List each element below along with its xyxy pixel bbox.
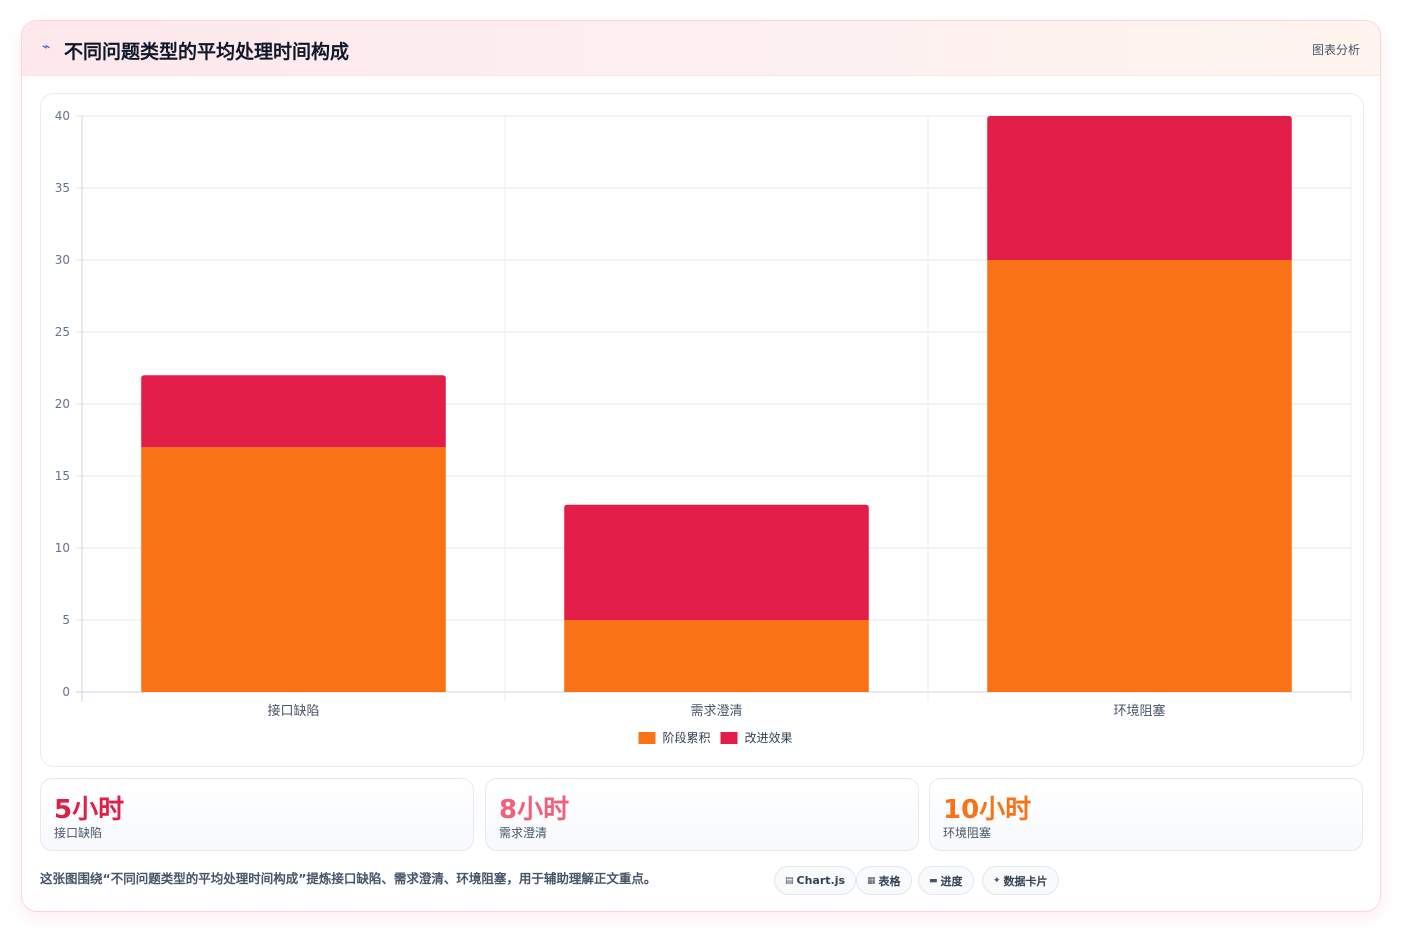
x-category-label: 需求澄清 — [690, 704, 742, 719]
stat-card-interface-defect: 5小时 接口缺陷 — [40, 778, 474, 851]
lightning-icon: ⌁ — [42, 39, 51, 55]
stat-value: 8小时 — [499, 795, 570, 825]
x-category-label: 接口缺陷 — [267, 703, 319, 719]
legend-swatch — [720, 732, 738, 744]
legend-label: 改进效果 — [745, 730, 793, 745]
y-tick-label: 30 — [55, 253, 70, 267]
y-tick-label: 20 — [55, 397, 70, 411]
chip-label: Chart.js — [796, 874, 846, 887]
bar-segment — [987, 116, 1292, 260]
y-tick-label: 35 — [55, 181, 70, 195]
bar-segment — [564, 504, 869, 620]
chip-label: 数据卡片 — [1003, 874, 1048, 888]
bar-segment — [141, 375, 446, 448]
chart-icon: ▤ — [785, 875, 794, 886]
stat-label: 需求澄清 — [499, 826, 548, 840]
bar-segment — [141, 447, 446, 692]
chart-container: 0 5 10 15 20 25 30 35 40 接口缺陷 需求澄清 环境阻塞阶段累积 改进效果 — [40, 93, 1364, 767]
chart-card: ⌁ 不同问题类型的平均处理时间构成 图表分析 0 5 10 15 20 25 30 35 40 接… — [21, 20, 1381, 912]
y-tick-label: 25 — [55, 325, 70, 339]
card-header: ⌁ 不同问题类型的平均处理时间构成 图表分析 — [22, 21, 1380, 76]
y-tick-label: 0 — [62, 685, 70, 699]
table-icon: ▦ — [867, 875, 876, 886]
stat-card-requirement-clarification: 8小时 需求澄清 — [485, 778, 919, 851]
chip-label: 表格 — [878, 874, 901, 888]
x-category-label: 环境阻塞 — [1113, 703, 1165, 719]
bar-segment — [987, 260, 1292, 692]
bar-segment — [564, 620, 869, 692]
y-tick-label: 15 — [55, 469, 70, 483]
y-tick-label: 10 — [55, 541, 70, 555]
progress-icon: ▬ — [929, 875, 938, 886]
legend-label: 阶段累积 — [663, 730, 711, 745]
card-title: 不同问题类型的平均处理时间构成 — [64, 41, 350, 63]
stat-label: 接口缺陷 — [54, 826, 103, 840]
stat-value: 5小时 — [54, 795, 125, 825]
sparkle-icon: ✦ — [993, 875, 1001, 886]
stat-card-environment-block: 10小时 环境阻塞 — [929, 778, 1363, 851]
chart-analysis-tag: 图表分析 — [1311, 43, 1360, 57]
y-tick-label: 40 — [55, 109, 70, 123]
chart-summary: 这张图围绕“不同问题类型的平均处理时间构成”提炼接口缺陷、需求澄清、环境阻塞，用… — [40, 871, 657, 886]
y-tick-label: 5 — [62, 613, 70, 627]
stat-label: 环境阻塞 — [943, 826, 992, 840]
stat-value: 10小时 — [943, 795, 1032, 825]
chip-table[interactable]: ▦ 表格 — [856, 866, 912, 895]
chip-label: 进度 — [940, 874, 963, 888]
chip-data-card[interactable]: ✦ 数据卡片 — [982, 866, 1059, 895]
chip-progress[interactable]: ▬ 进度 — [918, 866, 974, 895]
chip-chartjs[interactable]: ▤ Chart.js — [774, 866, 857, 895]
legend-swatch — [638, 732, 656, 744]
